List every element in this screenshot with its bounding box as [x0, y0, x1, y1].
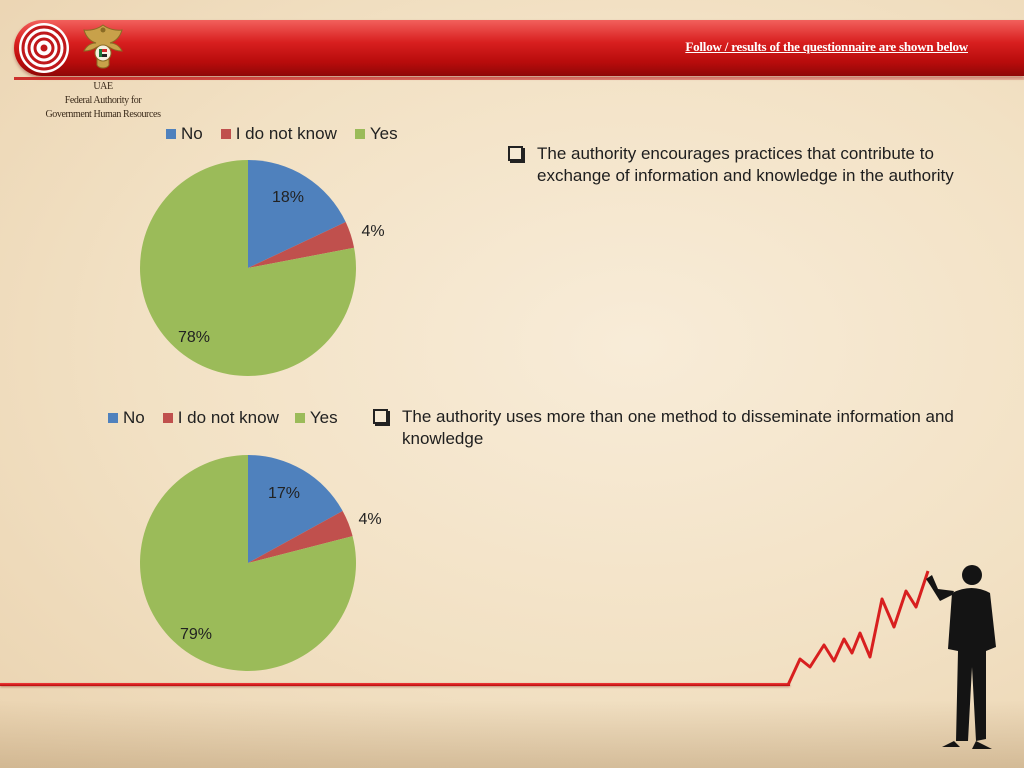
- pie-data-label: 18%: [272, 189, 304, 206]
- floor-shadow: [0, 700, 1024, 768]
- chart1-legend-item-dont-know: I do not know: [220, 124, 337, 144]
- org-line-country: UAE: [93, 81, 113, 92]
- chart1-pie: 18% 4% 78%: [140, 160, 385, 376]
- legend-swatch-dont-know: [162, 413, 173, 423]
- rising-trend-decoration: [786, 565, 996, 749]
- chart1-legend: No I do not know Yes: [166, 124, 398, 144]
- chart2-pie: 17% 4% 79%: [140, 455, 382, 671]
- pie-data-label: 4%: [358, 511, 381, 528]
- legend-label: Yes: [309, 408, 338, 427]
- legend-swatch-dont-know: [220, 129, 231, 139]
- chart1-legend-item-no: No: [166, 124, 203, 144]
- legend-label: I do not know: [177, 408, 279, 427]
- pie-slice-dont-know: [248, 222, 355, 268]
- chart2-question: The authority uses more than one method …: [373, 406, 993, 450]
- businessman-silhouette: [926, 565, 996, 749]
- chart2-legend: No I do not know Yes: [108, 408, 338, 428]
- pie-slice-yes: [140, 455, 356, 671]
- legend-label: No: [123, 408, 145, 427]
- pie-data-label: 4%: [361, 223, 384, 240]
- pie-slice-no: [248, 160, 346, 268]
- uae-emblem: [83, 24, 123, 69]
- checkbox-bullet-icon: [508, 146, 523, 161]
- pie-slice-dont-know: [248, 510, 353, 563]
- bottom-red-line: [0, 683, 790, 686]
- pie-slice-yes: [140, 160, 356, 376]
- organization-caption: UAE Federal Authority for Government Hum…: [28, 80, 178, 122]
- header-title: Follow / results of the questionnaire ar…: [685, 39, 968, 54]
- chart2-legend-item-no: No: [108, 408, 145, 428]
- chart2-legend-item-dont-know: I do not know: [162, 408, 279, 428]
- legend-swatch-no: [166, 129, 176, 139]
- pie-slice-no: [248, 455, 343, 563]
- legend-swatch-yes: [354, 129, 365, 139]
- legend-label: I do not know: [235, 124, 337, 143]
- question-text: The authority uses more than one method …: [402, 407, 954, 448]
- legend-label: Yes: [369, 124, 398, 143]
- chart2-legend-item-yes: Yes: [294, 408, 338, 428]
- concentric-rings-logo: [19, 23, 69, 73]
- question-text: The authority encourages practices that …: [537, 144, 954, 185]
- header-bar: [14, 20, 1024, 80]
- checkbox-bullet-icon: [373, 409, 388, 424]
- chart1-legend-item-yes: Yes: [354, 124, 398, 144]
- pie-data-label: 79%: [180, 626, 212, 643]
- trend-line: [786, 570, 930, 686]
- legend-swatch-no: [108, 413, 118, 423]
- legend-label: No: [181, 124, 203, 143]
- org-line-department: Government Human Resources: [45, 109, 161, 120]
- org-line-authority: Federal Authority for: [64, 95, 142, 106]
- legend-swatch-yes: [294, 413, 305, 423]
- pie-data-label: 78%: [178, 329, 210, 346]
- chart1-question: The authority encourages practices that …: [508, 143, 1008, 187]
- pie-data-label: 17%: [268, 485, 300, 502]
